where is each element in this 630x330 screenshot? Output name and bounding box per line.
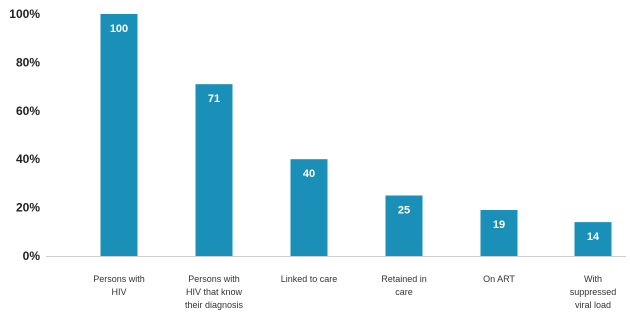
x-tick-label: Linked to care — [281, 274, 338, 284]
x-tick-label: Persons with HIV — [93, 274, 145, 297]
y-axis: 0% 20% 40% 60% 80% 100% — [9, 7, 40, 263]
y-tick-label: 40% — [16, 152, 40, 166]
y-tick-label: 60% — [16, 104, 40, 118]
bar — [574, 222, 612, 256]
bar — [385, 195, 423, 256]
bar — [195, 84, 233, 257]
data-label: 25 — [398, 205, 410, 217]
x-tick-label: On ART — [483, 274, 515, 284]
bar — [100, 14, 138, 256]
x-tick-label: Retained in care — [381, 274, 427, 297]
data-label: 19 — [493, 219, 505, 231]
data-label: 40 — [303, 168, 315, 180]
x-tick-label: With suppressed viral load — [570, 274, 617, 310]
data-label: 100 — [110, 23, 128, 35]
bar — [480, 210, 518, 256]
y-tick-label: 0% — [23, 249, 41, 263]
bar — [290, 159, 328, 256]
x-tick-label: Persons with HIV that know their diagnosis — [185, 274, 244, 310]
y-tick-label: 100% — [9, 7, 40, 21]
y-tick-label: 80% — [16, 55, 40, 69]
data-label: 14 — [587, 231, 600, 243]
y-tick-label: 20% — [16, 201, 40, 215]
x-axis: Persons with HIV Persons with HIV that know… — [46, 256, 626, 310]
data-label: 71 — [208, 93, 220, 105]
bars: 100 71 40 25 19 14 — [100, 14, 612, 257]
